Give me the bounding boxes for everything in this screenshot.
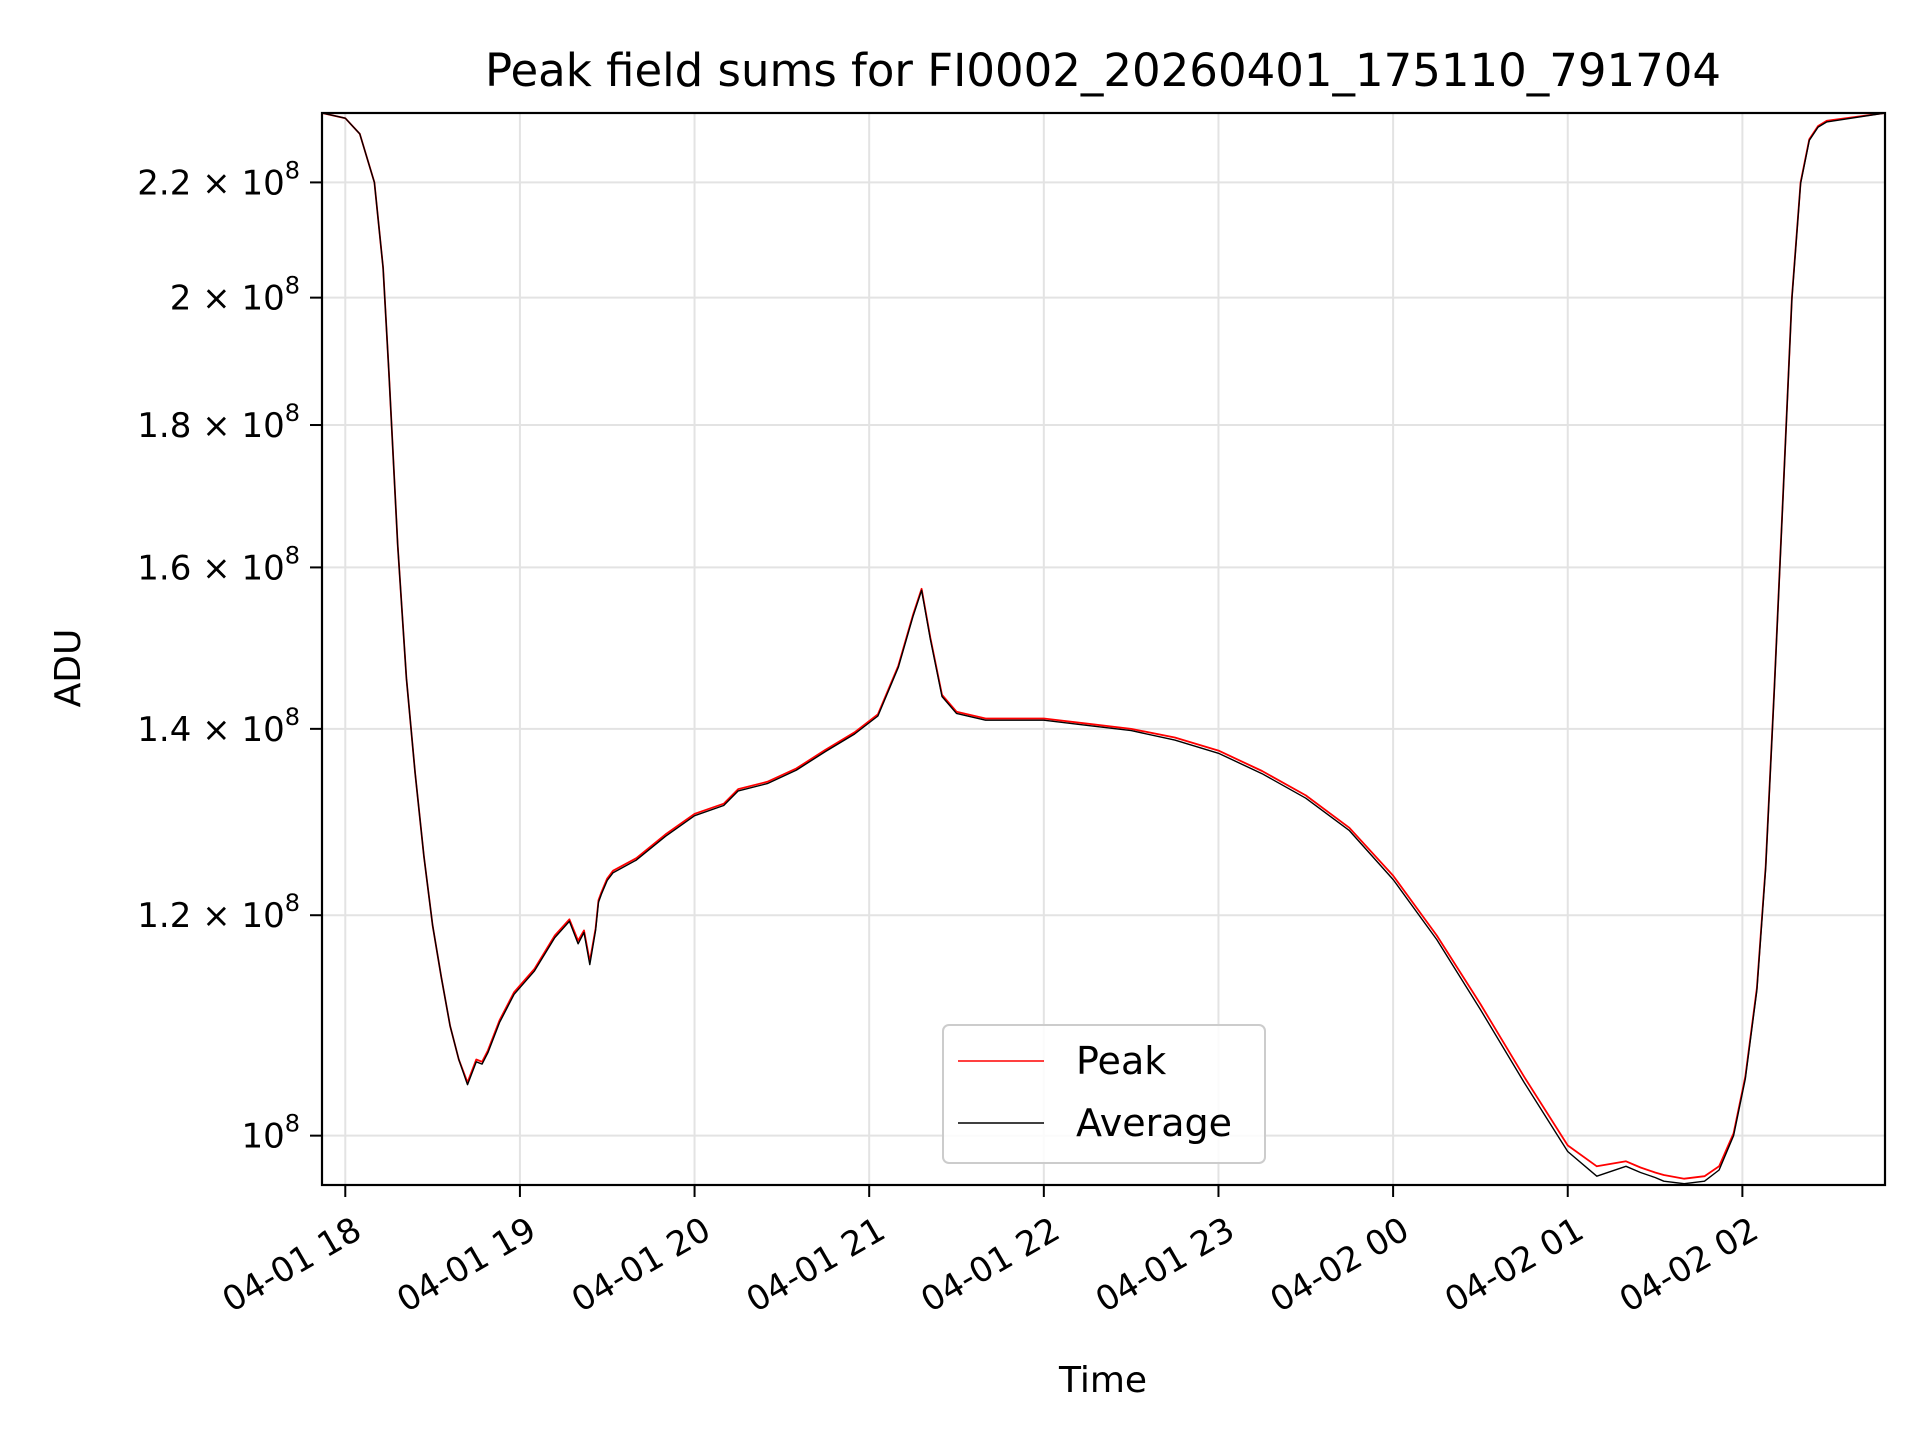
series-layer: [321, 112, 1886, 1185]
y-tick-mantissa: 2: [170, 279, 192, 319]
y-tick-label: 1.2 × 108: [137, 889, 300, 936]
legend: Peak Average: [942, 1024, 1266, 1164]
y-tick-exponent: 8: [285, 1110, 300, 1138]
y-tick-exponent: 8: [285, 889, 300, 917]
y-tick-exponent: 8: [285, 156, 300, 184]
y-tick-exponent: 8: [285, 399, 300, 427]
y-tick-label: 108: [241, 1110, 300, 1157]
y-tick-mantissa: 1.4: [137, 710, 191, 750]
y-tick-exponent: 8: [285, 703, 300, 731]
chart-title: Peak field sums for FI0002_20260401_1751…: [485, 44, 1721, 97]
y-tick-mantissa: 1.6: [137, 548, 191, 588]
legend-box: [942, 1024, 1266, 1164]
legend-label-peak: Peak: [1076, 1039, 1166, 1083]
y-tick-mantissa: 1.2: [137, 896, 191, 936]
y-axis-label: ADU: [48, 629, 89, 708]
y-tick-label: 1.4 × 108: [137, 703, 300, 750]
y-tick-label: 2.2 × 108: [137, 156, 300, 203]
y-tick-exponent: 8: [285, 272, 300, 300]
x-axis-label: Time: [1058, 1360, 1147, 1401]
y-tick-mantissa: 1.8: [137, 406, 191, 446]
y-tick-exponent: 8: [285, 541, 300, 569]
plot-frame: [320, 111, 1887, 1187]
legend-label-average: Average: [1076, 1101, 1232, 1145]
y-tick-label: 1.8 × 108: [137, 399, 300, 446]
y-tick-label: 1.6 × 108: [137, 541, 300, 588]
series-line-average: [321, 112, 1886, 1185]
y-tick-label: 2 × 108: [170, 272, 300, 319]
y-tick-mantissa: 2.2: [137, 163, 191, 203]
